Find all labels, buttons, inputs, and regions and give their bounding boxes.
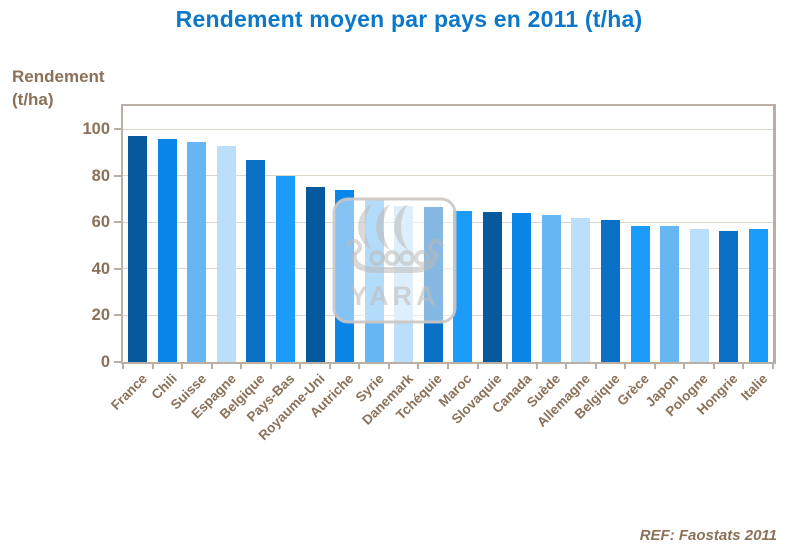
- bar-belgique-16: [601, 220, 620, 362]
- x-tick-mark-7: [328, 364, 331, 369]
- x-tick-mark-0: [122, 364, 124, 369]
- gridline-80: [123, 175, 773, 177]
- x-tick-mark-12: [476, 364, 479, 369]
- y-tick-mark-100: [114, 128, 121, 131]
- x-tick-mark-3: [210, 364, 213, 369]
- x-tick-mark-10: [417, 364, 420, 369]
- bar-pologne-19: [689, 229, 709, 362]
- bar-chili-1: [157, 138, 177, 362]
- x-tick-mark-14: [535, 364, 538, 369]
- y-tick-mark-0: [114, 361, 121, 363]
- bar-gr-ce-17: [630, 225, 650, 362]
- x-tick-mark-22: [772, 364, 774, 369]
- y-tick-mark-20: [114, 314, 121, 317]
- x-tick-mark-11: [447, 364, 449, 369]
- gridline-100: [123, 128, 773, 130]
- x-tick-mark-2: [181, 364, 184, 369]
- x-tick-mark-19: [683, 364, 686, 369]
- x-tick-mark-1: [151, 364, 154, 369]
- bar-su-de-14: [541, 215, 561, 362]
- bar-espagne-3: [216, 145, 236, 362]
- x-tick-mark-18: [653, 364, 656, 369]
- x-category-label-italie-21: Italie: [737, 371, 771, 404]
- bar-maroc-11: [453, 210, 473, 362]
- x-tick-mark-8: [358, 364, 361, 369]
- bar-hongrie-20: [719, 230, 739, 362]
- bar-slovaquie-12: [482, 211, 502, 362]
- x-category-label-france-0: France: [107, 371, 150, 413]
- y-tick-mark-80: [114, 174, 121, 177]
- bar-belgique-4: [246, 159, 266, 362]
- x-tick-mark-9: [387, 364, 390, 369]
- x-tick-mark-5: [269, 364, 272, 369]
- x-tick-mark-21: [742, 364, 745, 369]
- y-tick-label-20: 20: [91, 306, 110, 325]
- bar-autriche-7: [335, 189, 355, 362]
- bar-syrie-8: [364, 200, 384, 362]
- bar-pays-bas-5: [276, 175, 295, 362]
- y-axis-title-line1: Rendement: [12, 67, 105, 86]
- bar-suisse-2: [187, 142, 207, 362]
- source-ref: REF: Faostats 2011: [639, 527, 777, 544]
- bar-japon-18: [660, 225, 680, 362]
- plot-area: YARA: [121, 104, 776, 364]
- y-tick-label-0: 0: [100, 353, 110, 371]
- bar-canada-13: [512, 213, 532, 362]
- x-tick-mark-20: [712, 364, 715, 369]
- x-tick-mark-4: [240, 364, 243, 369]
- bar-tch-quie-10: [423, 207, 443, 362]
- y-tick-label-100: 100: [82, 120, 110, 139]
- y-tick-mark-60: [114, 221, 121, 224]
- y-tick-mark-40: [114, 267, 121, 270]
- x-tick-mark-15: [565, 364, 568, 369]
- bar-danemark-9: [394, 206, 414, 362]
- bar-allemagne-15: [571, 217, 591, 362]
- bar-royaume-uni-6: [305, 187, 325, 362]
- x-tick-mark-6: [299, 364, 302, 369]
- x-tick-mark-17: [624, 364, 627, 369]
- chart-title: Rendement moyen par pays en 2011 (t/ha): [175, 6, 643, 32]
- y-tick-label-40: 40: [91, 259, 110, 278]
- bar-france-0: [128, 136, 148, 362]
- bar-italie-21: [748, 229, 768, 362]
- x-tick-mark-13: [506, 364, 509, 369]
- y-axis-title-line2: (t/ha): [12, 89, 54, 109]
- y-axis-title: Rendement (t/ha): [12, 66, 105, 112]
- y-tick-label-60: 60: [91, 213, 110, 232]
- y-tick-label-80: 80: [91, 166, 110, 185]
- x-tick-mark-16: [594, 364, 597, 369]
